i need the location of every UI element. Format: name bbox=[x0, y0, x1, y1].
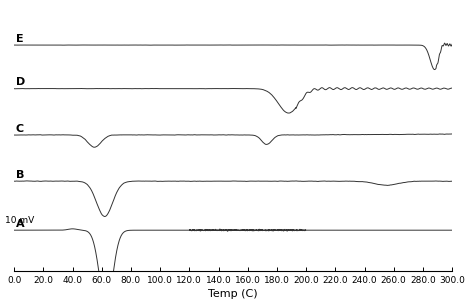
Text: E: E bbox=[16, 34, 23, 44]
Text: B: B bbox=[16, 170, 24, 180]
X-axis label: Temp (C): Temp (C) bbox=[208, 289, 258, 299]
Text: A: A bbox=[16, 219, 24, 229]
Text: D: D bbox=[16, 77, 25, 87]
Text: C: C bbox=[16, 124, 24, 133]
Text: 10 mV: 10 mV bbox=[5, 216, 34, 225]
